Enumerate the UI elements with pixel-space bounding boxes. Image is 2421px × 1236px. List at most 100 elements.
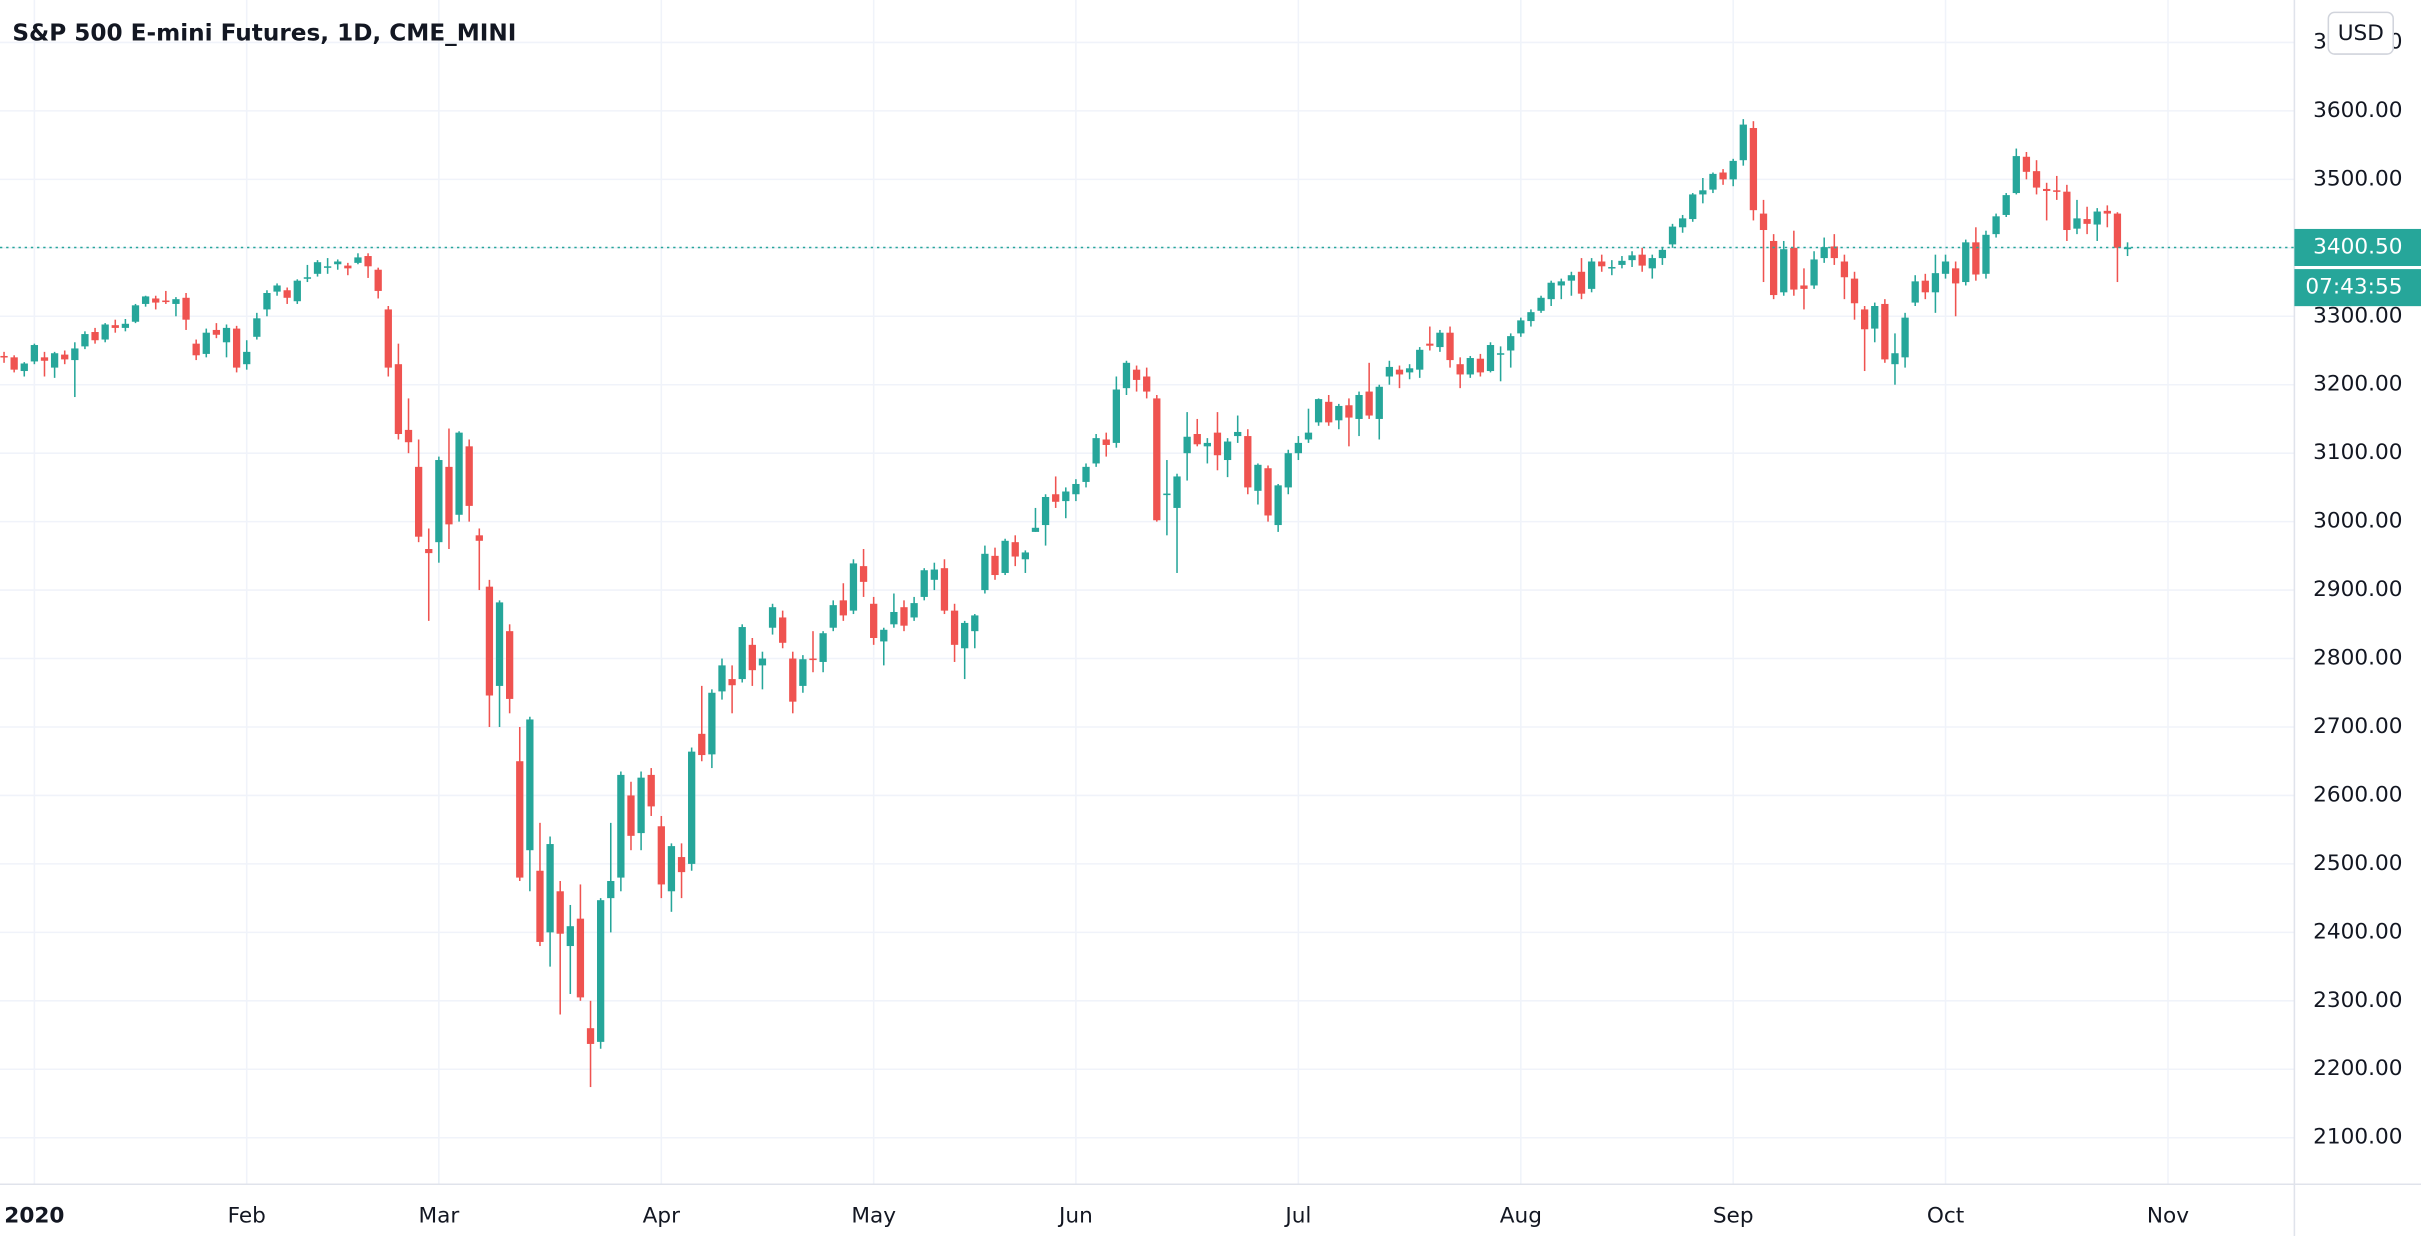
candle-body	[1234, 431, 1242, 437]
candle-body	[637, 777, 645, 834]
candle-body	[1426, 343, 1434, 346]
candle-body	[1790, 247, 1798, 290]
candle-body	[1668, 226, 1677, 245]
candle-body	[1486, 345, 1495, 372]
candle-body	[394, 364, 403, 435]
y-tick-label: 2700.00	[2313, 714, 2402, 739]
candle-body	[1678, 218, 1687, 228]
candle-body	[627, 795, 635, 836]
candle-body	[1638, 254, 1646, 266]
y-tick-label: 2500.00	[2313, 851, 2402, 876]
candle-body	[61, 354, 69, 360]
candle-body	[2073, 218, 2081, 229]
candle-body	[1264, 468, 1272, 516]
candle-body	[1567, 275, 1576, 281]
candle-body	[2043, 188, 2051, 191]
candle-body	[1254, 464, 1262, 491]
candle-body	[283, 290, 291, 298]
countdown-badge	[2294, 269, 2421, 307]
candle-body	[354, 257, 362, 263]
candle-body	[1395, 369, 1404, 375]
candle-body	[1011, 542, 1019, 557]
candle-body	[344, 265, 352, 269]
candle-body	[1314, 399, 1323, 423]
currency-badge[interactable]	[2327, 11, 2394, 55]
candle-body	[1962, 242, 1970, 283]
y-tick-label: 3500.00	[2313, 166, 2402, 191]
candle-body	[2083, 219, 2091, 224]
candle-body	[910, 603, 918, 618]
candle-body	[2022, 156, 2031, 172]
candle-body	[91, 332, 99, 341]
candle-body	[1749, 128, 1758, 211]
candle-body	[1881, 303, 1889, 360]
candle-body	[485, 586, 494, 696]
candle-body	[1163, 493, 1171, 496]
candle-body	[1658, 249, 1667, 259]
candle-body	[1891, 353, 1899, 365]
candle-body	[809, 658, 817, 661]
candle-body	[900, 607, 908, 626]
candle-body	[303, 277, 312, 279]
candle-body	[273, 285, 281, 292]
candle-body	[748, 644, 756, 671]
candle-body	[1689, 194, 1697, 220]
candle-body	[607, 881, 615, 899]
candle-body	[1132, 369, 1141, 380]
candle-body	[212, 329, 221, 335]
candle-body	[2123, 247, 2132, 250]
candle-body	[334, 261, 342, 265]
candle-body	[1941, 261, 1950, 274]
candle-body	[1375, 386, 1383, 419]
candle-body	[1972, 242, 1980, 275]
candle-body	[414, 466, 423, 537]
candle-body	[758, 658, 767, 666]
y-tick-label: 3200.00	[2313, 372, 2402, 397]
candle-body	[1345, 405, 1353, 418]
candle-body	[1021, 552, 1029, 560]
candle-body	[1982, 234, 1990, 274]
candle-body	[1284, 453, 1292, 488]
x-tick-label: Jun	[1057, 1204, 1093, 1229]
x-tick-label: Mar	[418, 1204, 459, 1229]
candle-body	[495, 602, 504, 686]
candle-body	[1041, 496, 1050, 526]
candle-body	[162, 300, 170, 303]
candle-body	[404, 429, 413, 443]
candle-body	[617, 774, 625, 878]
candle-body	[1335, 405, 1343, 421]
candle-body	[839, 600, 847, 616]
candle-body	[1517, 320, 1525, 334]
candle-body	[566, 926, 574, 947]
candle-body	[1507, 336, 1515, 351]
candle-body	[293, 280, 301, 302]
candle-body	[1072, 483, 1080, 495]
x-tick-label: Sep	[1713, 1204, 1754, 1229]
candle-body	[1325, 401, 1333, 423]
x-tick-label: Oct	[1927, 1204, 1964, 1229]
candle-body	[1860, 309, 1869, 330]
candle-body	[1143, 376, 1151, 392]
candle-body	[981, 553, 989, 591]
candle-body	[243, 351, 251, 365]
candle-body	[849, 563, 858, 611]
candle-body	[425, 549, 433, 554]
candle-body	[1466, 358, 1474, 375]
candle-body	[2093, 211, 2101, 225]
currency-label: USD	[2338, 21, 2384, 46]
candle-body	[323, 266, 332, 268]
candle-body	[728, 679, 736, 686]
candle-body	[880, 629, 888, 642]
candle-body	[1557, 281, 1565, 286]
candle-body	[1405, 368, 1414, 373]
candle-body	[799, 659, 807, 686]
y-tick-label: 2300.00	[2313, 988, 2402, 1013]
candle-body	[1203, 442, 1212, 447]
candle-body	[536, 870, 544, 942]
candle-body	[657, 826, 665, 885]
candle-body	[961, 622, 969, 649]
candle-body	[779, 617, 787, 643]
